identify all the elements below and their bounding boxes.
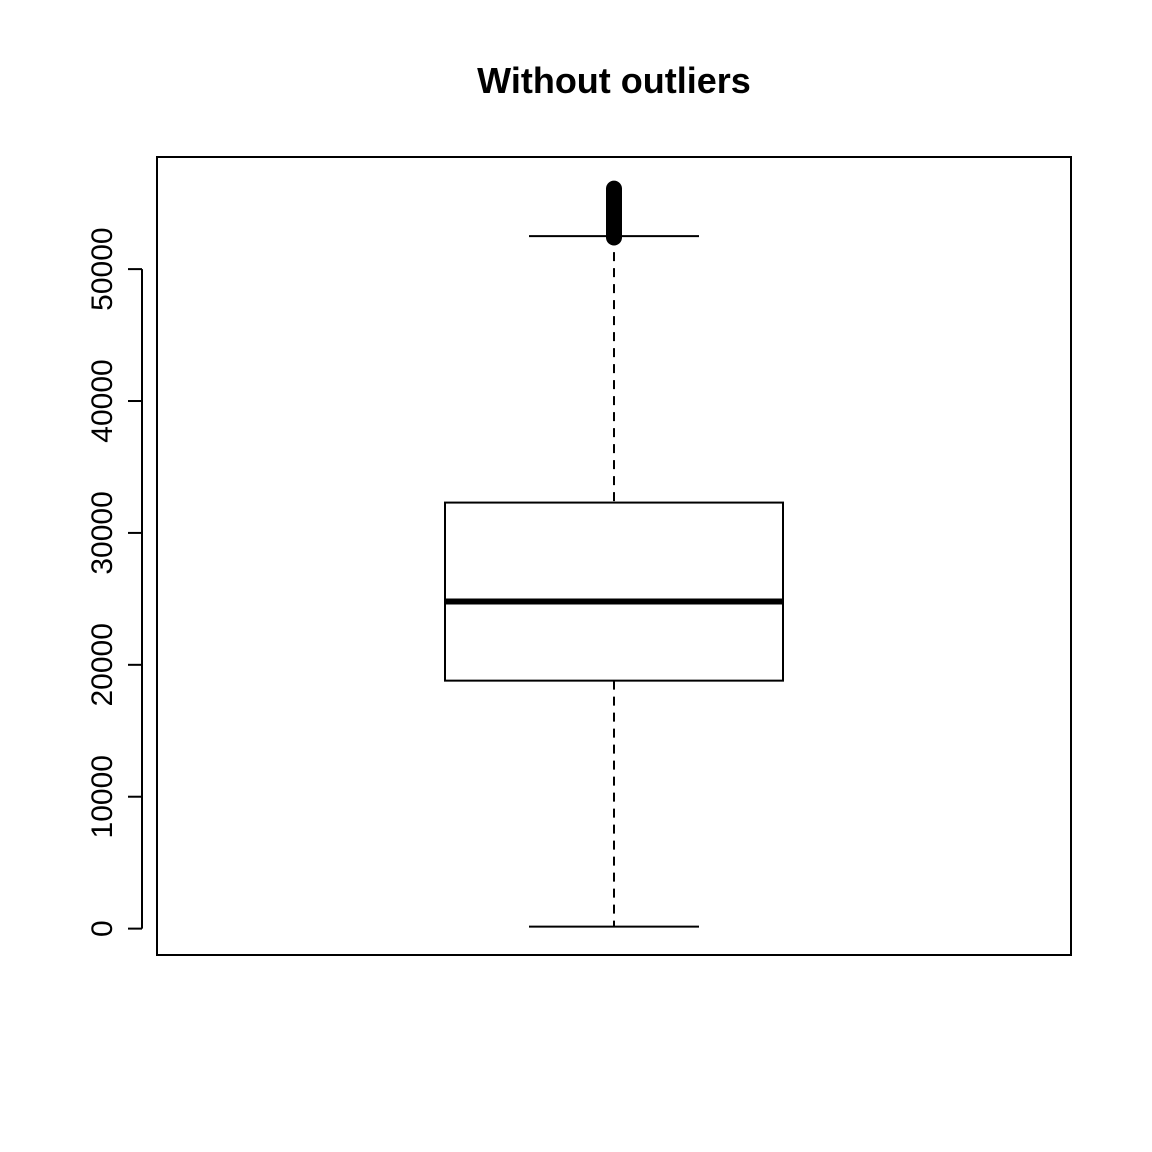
y-tick-label: 40000 [86, 359, 119, 442]
y-tick-label: 10000 [86, 755, 119, 838]
box-layer [444, 180, 784, 928]
y-tick-label: 20000 [86, 623, 119, 706]
y-tick-label: 30000 [86, 491, 119, 574]
y-tick-label: 0 [86, 920, 119, 937]
interquartile-box [444, 501, 784, 682]
y-tick-label: 50000 [86, 227, 119, 310]
chart-title: Without outliers [477, 60, 751, 101]
plot-frame [156, 156, 1072, 956]
y-axis: 0 10000 20000 30000 40000 50000 [86, 227, 143, 937]
